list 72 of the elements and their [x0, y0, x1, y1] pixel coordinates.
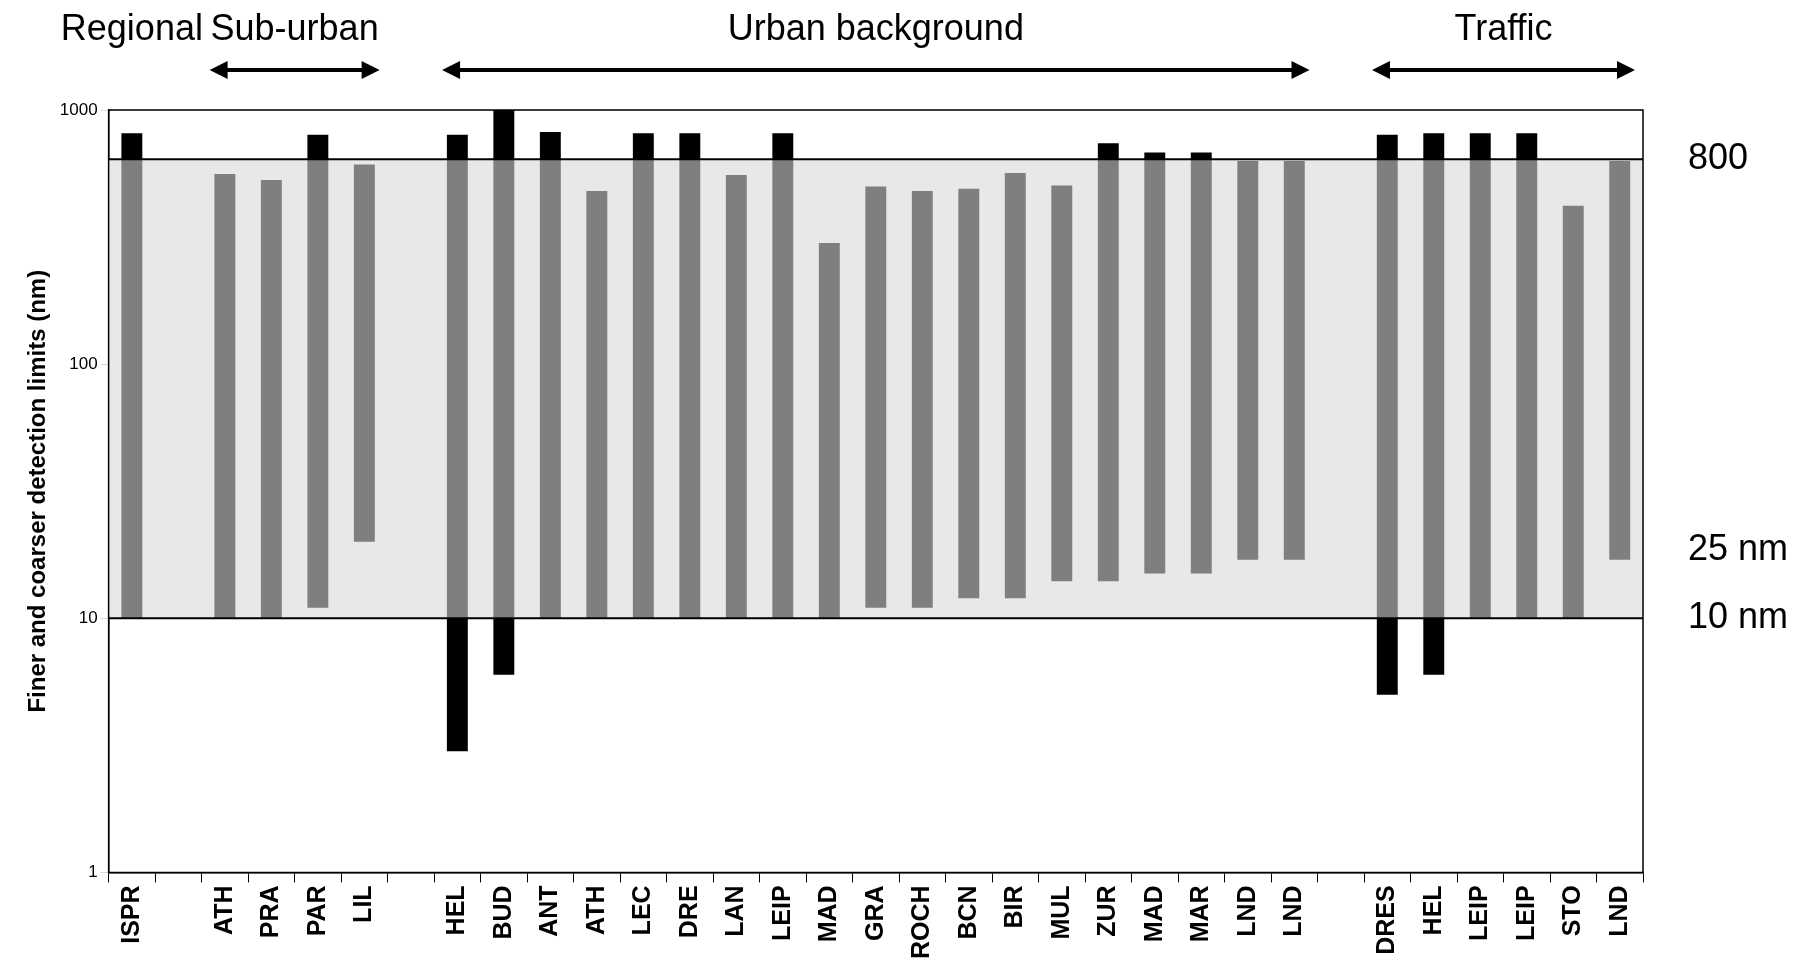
x-tick-label: ISPR	[115, 885, 144, 944]
x-tick-label: BCN	[952, 885, 981, 940]
text: 800	[1688, 136, 1749, 178]
x-tick-label: MAD	[1138, 885, 1167, 943]
text: Urban background	[727, 6, 1024, 48]
bar	[911, 191, 933, 608]
x-tick-label: MAD	[813, 885, 842, 943]
y-tick-label: 1000	[59, 99, 98, 119]
bar	[1609, 160, 1631, 560]
bar	[539, 159, 561, 619]
x-tick-label: LAN	[720, 885, 749, 937]
bar	[725, 174, 747, 619]
bar	[1051, 185, 1073, 582]
y-axis-title: Finer and coarser detection limits (nm)	[23, 269, 51, 713]
x-tick-label: ATH	[208, 885, 237, 935]
x-tick-label: LEIP	[766, 885, 795, 941]
x-tick-label: DRES	[1371, 885, 1400, 955]
bar	[818, 242, 840, 619]
x-tick-label: LND	[1278, 885, 1307, 937]
bar	[679, 159, 701, 619]
x-tick-label: ATH	[580, 885, 609, 935]
text: 10 nm	[1688, 595, 1789, 637]
x-tick-label: LEC	[627, 885, 656, 936]
x-tick-label: HEL	[1417, 885, 1446, 936]
y-tick-label: 10	[78, 607, 98, 627]
bar	[865, 186, 887, 608]
x-tick-label: LEIP	[1510, 885, 1539, 941]
x-tick-label: PRA	[255, 885, 284, 939]
x-tick-label: DRE	[673, 885, 702, 939]
y-tick-label: 100	[69, 353, 98, 373]
text: Traffic	[1454, 6, 1553, 48]
x-tick-label: LEIP	[1464, 885, 1493, 941]
x-tick-label: MUL	[1045, 885, 1074, 940]
bar	[446, 159, 468, 619]
bar	[1004, 173, 1026, 599]
x-tick-label: LIL	[348, 885, 377, 923]
bar	[1376, 159, 1398, 619]
bar	[1237, 160, 1259, 560]
bar	[1097, 159, 1119, 582]
bar	[632, 159, 654, 619]
x-tick-label: HEL	[441, 885, 470, 936]
bar	[1283, 160, 1305, 560]
bar	[586, 191, 608, 619]
x-tick-label: MAR	[1185, 885, 1214, 943]
bar	[1469, 159, 1491, 619]
bar	[121, 159, 143, 619]
x-tick-label: ANT	[534, 885, 563, 937]
bar	[1562, 205, 1584, 619]
x-tick-label: BUD	[487, 885, 516, 940]
x-tick-label: GRA	[859, 885, 888, 941]
bar	[1190, 159, 1212, 574]
text: 25 nm	[1688, 527, 1789, 569]
bar	[1516, 159, 1538, 619]
x-tick-label: ZUR	[1092, 885, 1121, 937]
x-tick-label: ROCH	[906, 885, 935, 959]
bar	[260, 180, 282, 619]
x-tick-label: PAR	[301, 885, 330, 937]
bar	[1423, 159, 1445, 619]
text: Regional	[60, 6, 203, 48]
text: Sub-urban	[210, 6, 379, 48]
x-tick-label: LND	[1231, 885, 1260, 937]
x-tick-label: LND	[1603, 885, 1632, 937]
x-tick-label: BIR	[999, 885, 1028, 929]
bar	[353, 164, 375, 542]
bar	[214, 173, 236, 619]
bar	[493, 159, 515, 619]
y-tick-label: 1	[88, 862, 98, 882]
x-tick-label: STO	[1557, 885, 1586, 937]
bar	[772, 159, 794, 619]
bar	[307, 159, 329, 608]
bar	[1144, 159, 1166, 574]
bar	[958, 188, 980, 599]
